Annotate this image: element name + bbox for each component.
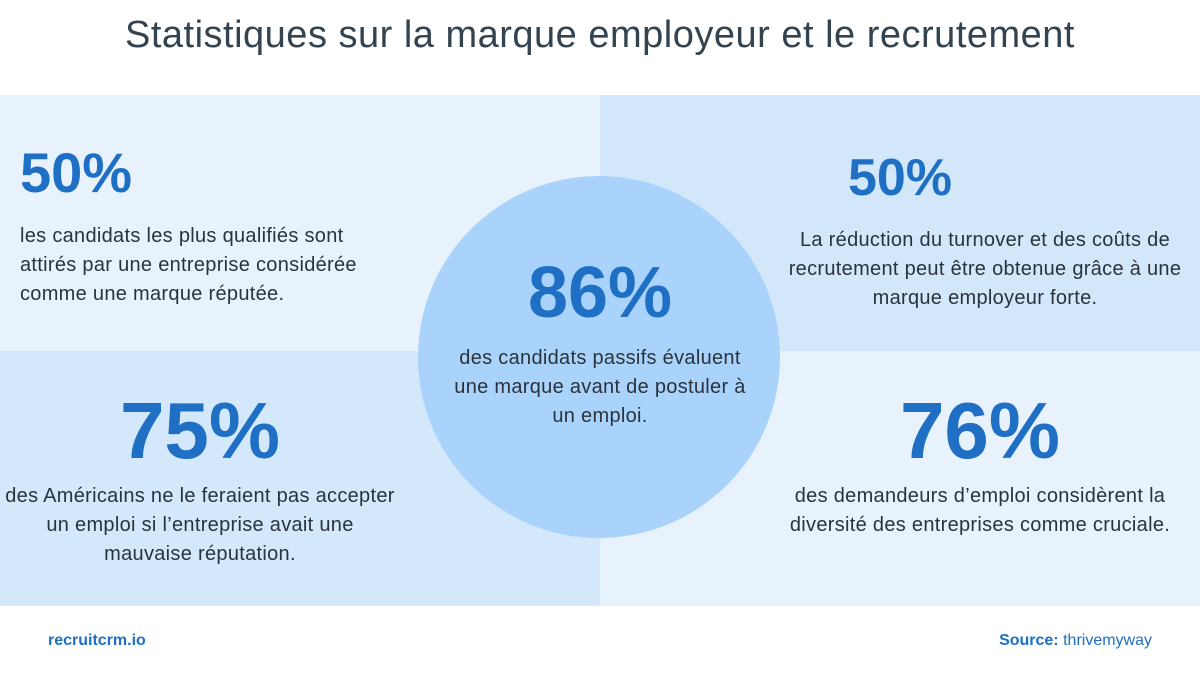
page-title: Statistiques sur la marque employeur et … (125, 14, 1075, 56)
stat-bottom-left-text: des Américains ne le feraient pas accept… (5, 485, 395, 565)
center-stat-circle (418, 176, 780, 538)
stat-bottom-right-value: 76% (899, 386, 1061, 475)
source-value: thrivemyway (1063, 632, 1152, 649)
stat-bottom-left-value: 75% (119, 386, 281, 475)
stat-top-left-value: 50% (20, 141, 133, 204)
brand-link[interactable]: recruitcrm.io (48, 632, 146, 649)
stat-top-left-text: les candidats les plus qualifiés sont at… (20, 225, 357, 305)
source-label: Source: (999, 632, 1059, 649)
stat-top-right-text: La réduction du turnover et des coûts de… (788, 229, 1182, 309)
stat-bottom-right-text: des demandeurs d’emploi considèrent la d… (789, 485, 1171, 536)
stat-top-right-value: 50% (847, 149, 953, 207)
stat-center-text: des candidats passifs évaluent une marqu… (454, 347, 746, 427)
source-credit: Source: thrivemyway (999, 632, 1152, 650)
stat-center-value: 86% (527, 253, 673, 333)
